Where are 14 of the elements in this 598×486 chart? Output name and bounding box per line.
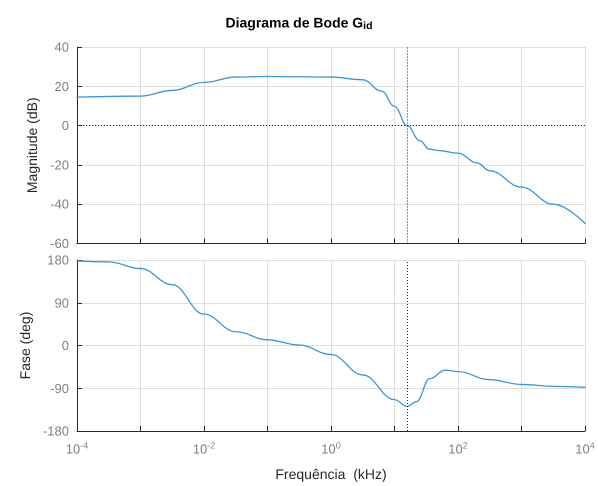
y-tick-label: 40 bbox=[54, 40, 69, 54]
y-tick-label: 0 bbox=[62, 118, 69, 134]
y-tick-label: 90 bbox=[54, 295, 69, 310]
y-tick-label: 20 bbox=[54, 78, 69, 94]
y-tick-label: -20 bbox=[50, 157, 69, 172]
y-tick-label: -60 bbox=[50, 236, 69, 251]
y-tick-label: 180 bbox=[47, 252, 69, 268]
y-tick-label: -90 bbox=[50, 380, 69, 396]
y-tick-label: -180 bbox=[42, 424, 69, 438]
y-axis-title: Fase (deg) bbox=[17, 312, 34, 380]
y-axis-title: Magnitude (dB) bbox=[24, 97, 40, 194]
y-tick-label: 0 bbox=[62, 338, 69, 353]
y-tick-label: -40 bbox=[50, 196, 69, 212]
x-axis-title: Frequência (kHz) bbox=[275, 466, 387, 482]
